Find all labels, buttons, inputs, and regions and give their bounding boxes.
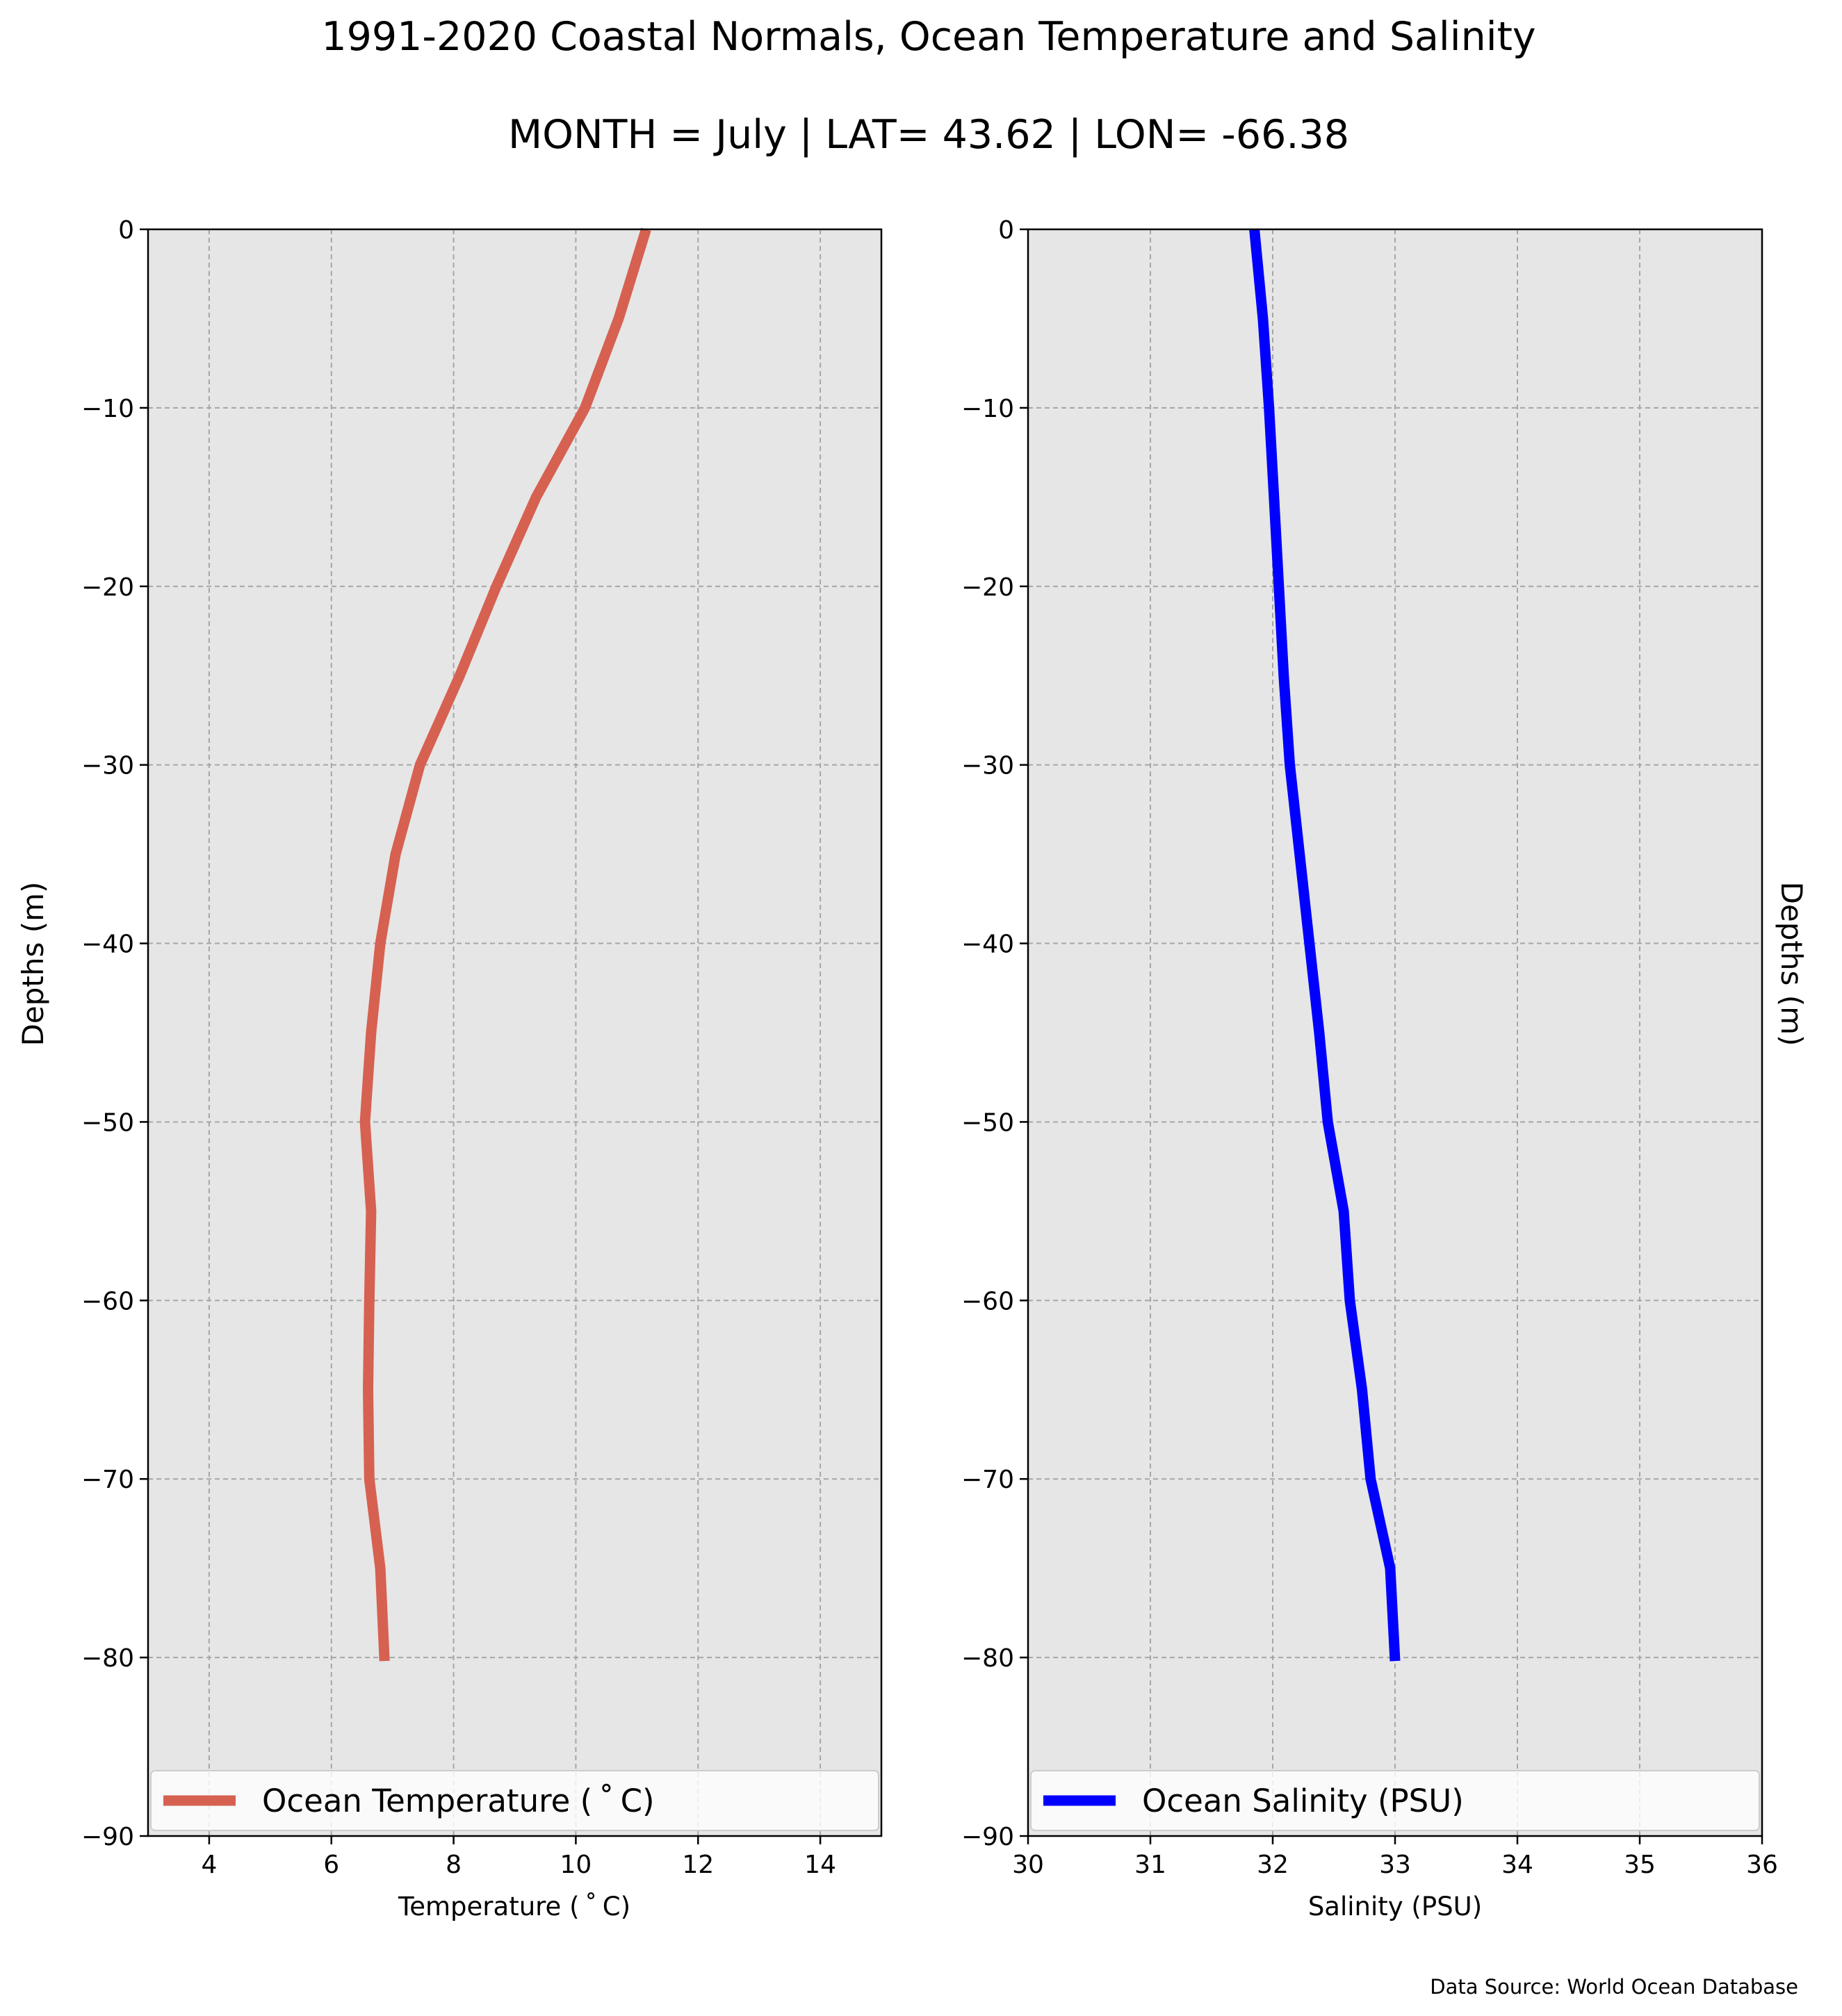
temperature-ytick-label: 0 [118,216,134,245]
salinity-xlabel: Salinity (PSU) [1308,1892,1482,1921]
temperature-xtick-label: 6 [323,1851,339,1879]
temperature-plot-frame [147,228,883,1837]
figure-title: 1991-2020 Coastal Normals, Ocean Tempera… [321,14,1535,60]
salinity-ytick-label: −30 [961,752,1014,780]
salinity-xtick-label: 30 [1012,1851,1044,1879]
salinity-xtick-label: 33 [1379,1851,1411,1879]
temperature-ytick-label: −20 [81,573,134,602]
temperature-ytick-label: −50 [81,1108,134,1137]
salinity-xtick-label: 36 [1746,1851,1778,1879]
temperature-plot-area [148,229,881,1836]
temperature-ytick-label: −90 [81,1823,134,1851]
salinity-ytick-label: −90 [961,1823,1014,1851]
salinity-legend-box [1030,1770,1760,1831]
temperature-ytick-label: −80 [81,1644,134,1673]
salinity-ytick-label: −10 [961,395,1014,423]
salinity-ytick-label: −50 [961,1108,1014,1137]
salinity-xtick-label: 34 [1501,1851,1533,1879]
salinity-series-line [1249,229,1401,1662]
temperature-panel: 0 −10 −20 −30 −40 −50 −60 −70 −80 −90 4 6 8 10 12 14 Oce… [16,216,883,1921]
salinity-ylabel: Depths (m) [1775,882,1809,1047]
temperature-ytick-label: −60 [81,1287,134,1316]
source-note: Data Source: World Ocean Database [1430,1975,1798,1999]
temperature-ylabel: Depths (m) [16,882,50,1047]
temperature-xtick-label: 4 [201,1851,217,1879]
salinity-xtick-label: 32 [1257,1851,1289,1879]
temperature-legend-label: Ocean Temperature ( ˚ C) [262,1783,655,1819]
temperature-xlabel: Temperature ( ˚ C) [398,1892,630,1921]
temperature-series-line [359,227,651,1662]
temperature-ytick-label: −70 [81,1466,134,1494]
temperature-xtick-label: 8 [446,1851,462,1879]
salinity-legend-label: Ocean Salinity (PSU) [1142,1783,1464,1819]
salinity-ytick-label: −40 [961,931,1014,959]
salinity-ytick-label: −80 [961,1644,1014,1673]
temperature-ytick-label: −40 [81,931,134,959]
figure-subtitle: MONTH = July | LAT= 43.62 | LON= -66.38 [508,112,1349,158]
salinity-xtick-label: 35 [1624,1851,1656,1879]
temperature-xtick-label: 14 [804,1851,836,1879]
temperature-ytick-label: −30 [81,752,134,780]
salinity-xtick-label: 31 [1134,1851,1166,1879]
temperature-ytick-label: −10 [81,395,134,423]
salinity-ytick-label: −70 [961,1466,1014,1494]
salinity-ytick-label: 0 [998,216,1014,245]
salinity-ytick-label: −20 [961,573,1014,602]
temperature-xtick-label: 10 [560,1851,592,1879]
salinity-ytick-label: −60 [961,1287,1014,1316]
temperature-legend-box [150,1770,879,1831]
temperature-xtick-label: 12 [682,1851,714,1879]
salinity-plot-frame [1027,228,1763,1837]
